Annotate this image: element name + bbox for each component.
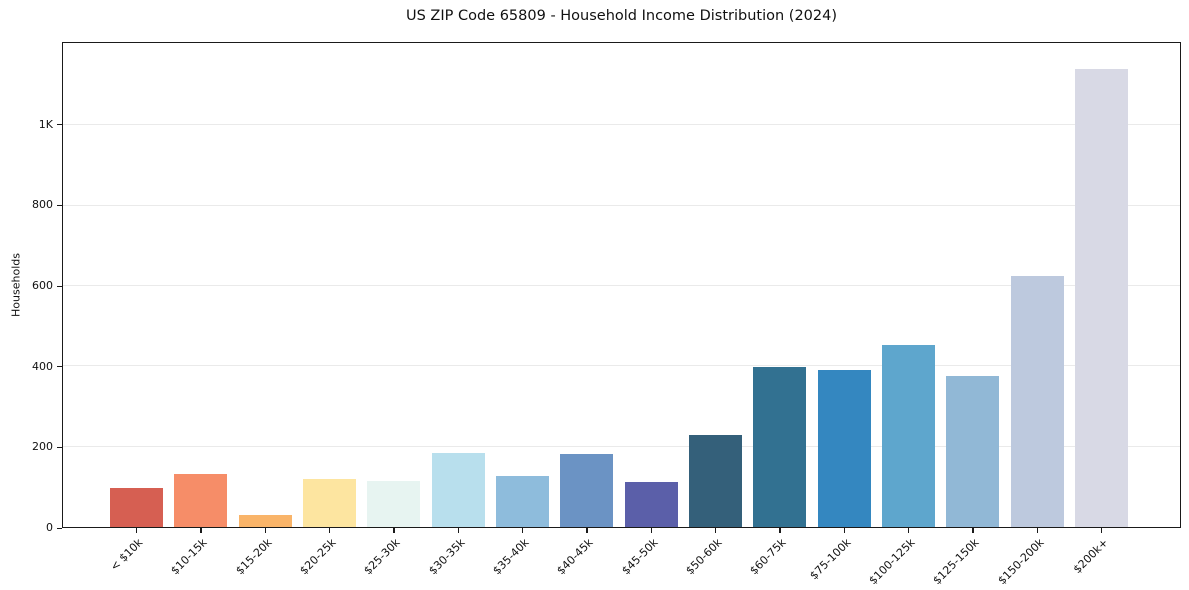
bar (560, 453, 614, 527)
bar-slot: $40-45k (555, 43, 614, 577)
bar (881, 345, 935, 527)
bar-slot: $150-200k (995, 43, 1064, 587)
bars-container: < $10k $10-15k $15-20k $20-25k $25-30k $30-35… (63, 43, 1180, 587)
x-tick-label: $25-30k (361, 536, 404, 578)
x-tick-label: $40-45k (554, 536, 596, 578)
x-tick (586, 528, 588, 533)
gridline (63, 124, 1180, 126)
x-tick (650, 528, 652, 533)
x-tick-label: $35-40k (490, 536, 532, 578)
x-tick (779, 528, 781, 533)
x-tick-label: $10-15k (168, 536, 211, 578)
bar (753, 367, 807, 527)
bar (110, 488, 163, 527)
x-tick-label: $30-35k (426, 536, 468, 578)
bar-slot: $60-75k (748, 43, 807, 577)
x-tick-label: $125-150k (930, 536, 982, 588)
plot-area: < $10k $10-15k $15-20k $20-25k $25-30k $30-35… (62, 42, 1181, 587)
bar-slot: $30-35k (426, 43, 485, 577)
bar-slot: $20-25k (297, 43, 356, 577)
bar (238, 514, 292, 527)
x-tick (200, 528, 202, 533)
x-tick-label: $45-50k (619, 536, 661, 578)
bar-slot: $125-150k (931, 43, 1000, 587)
bar (1074, 68, 1128, 527)
gridline (63, 365, 1180, 367)
y-tick-label: 600 (32, 279, 53, 292)
y-tick (57, 446, 62, 449)
y-tick (57, 204, 62, 207)
bar (1010, 275, 1064, 527)
x-tick-label: $200k+ (1070, 536, 1111, 577)
y-tick (57, 124, 62, 126)
y-tick-label: 200 (32, 440, 53, 454)
y-tick-label: 800 (32, 198, 53, 212)
x-tick (328, 528, 331, 533)
x-tick (1100, 528, 1103, 533)
x-tick (1036, 528, 1038, 533)
x-tick (843, 528, 845, 533)
x-tick (972, 528, 974, 533)
y-tick (57, 527, 62, 529)
bar-slot: $75-100k (807, 43, 871, 582)
bar-slot: $45-50k (619, 43, 678, 577)
x-tick-label: < $10k (108, 536, 146, 574)
gridline (63, 285, 1180, 287)
bar (688, 435, 742, 527)
bar-slot: $15-20k (233, 43, 292, 577)
x-tick-label: $15-20k (233, 536, 275, 578)
bar-slot: $35-40k (490, 43, 549, 577)
bar-slot: $10-15k (169, 43, 228, 577)
bar (495, 476, 549, 527)
y-tick-label: 1K (38, 117, 53, 131)
x-tick-label: $75-100k (807, 536, 854, 583)
x-tick (393, 528, 395, 533)
y-tick-label: 400 (32, 359, 53, 373)
x-tick-label: $100-125k (866, 536, 918, 588)
bar-slot: < $10k (108, 43, 163, 574)
x-tick-label: $20-25k (297, 536, 339, 578)
x-tick (521, 528, 524, 533)
x-tick-label: $50-60k (683, 536, 725, 578)
x-tick-label: $60-75k (747, 536, 789, 578)
x-tick-label: $150-200k (995, 536, 1047, 588)
y-tick-label: 0 (46, 521, 53, 534)
gridline (63, 445, 1180, 447)
bar (946, 376, 1000, 527)
bar-slot: $200k+ (1071, 43, 1128, 576)
x-tick (714, 528, 717, 533)
bar (302, 479, 356, 527)
bar-slot: $100-125k (866, 43, 935, 587)
y-tick (57, 366, 62, 368)
x-tick (457, 528, 459, 533)
x-tick (264, 528, 266, 533)
bar (174, 473, 228, 527)
bar-slot: $50-60k (683, 43, 742, 577)
bar (431, 452, 485, 527)
bar (624, 482, 678, 527)
x-tick (907, 528, 910, 533)
chart-title: US ZIP Code 65809 - Household Income Dis… (405, 8, 838, 24)
bar-slot: $25-30k (362, 43, 421, 577)
bar (817, 370, 871, 527)
gridline (63, 204, 1180, 206)
bar (367, 480, 421, 527)
x-tick (136, 528, 138, 533)
y-tick (57, 285, 62, 287)
